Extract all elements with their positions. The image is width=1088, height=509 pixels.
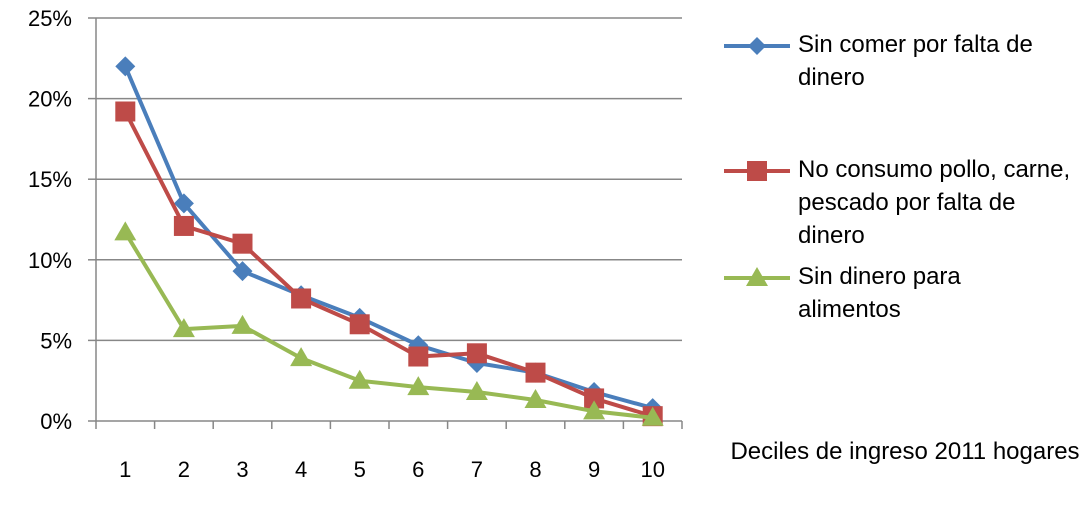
tick-labels: 0% 5% 10% 15% 20% 25% 1 2 3 4 5 6 7 8 9 10 bbox=[28, 6, 665, 482]
data-point bbox=[583, 400, 606, 420]
y-tick-label: 0% bbox=[40, 409, 72, 434]
series-line bbox=[123, 231, 653, 420]
data-point bbox=[349, 314, 370, 335]
legend-label: Sin dinero para alimentos bbox=[798, 263, 961, 323]
y-tick-label: 10% bbox=[28, 248, 72, 273]
data-point bbox=[291, 288, 312, 309]
series-line bbox=[123, 65, 654, 411]
x-tick-label: 7 bbox=[471, 457, 483, 482]
x-tick-label: 1 bbox=[119, 457, 131, 482]
data-point bbox=[408, 346, 429, 367]
data-point bbox=[115, 56, 136, 77]
legend-marker-square-icon bbox=[724, 161, 790, 181]
data-point bbox=[348, 369, 371, 389]
y-tick-label: 15% bbox=[28, 167, 72, 192]
x-tick-label: 2 bbox=[178, 457, 190, 482]
data-point bbox=[524, 389, 547, 409]
data-point bbox=[465, 380, 488, 400]
data-point bbox=[232, 233, 253, 254]
y-tick-label: 5% bbox=[40, 328, 72, 353]
legend-item-2: Sin dinero para alimentos bbox=[720, 260, 1088, 326]
data-point bbox=[172, 318, 195, 338]
line-chart: 0% 5% 10% 15% 20% 25% 1 2 3 4 5 6 7 8 9 10 bbox=[28, 6, 683, 482]
legend-item-1: No consumo pollo, carne, pescado por fal… bbox=[720, 153, 1088, 252]
x-tick-label: 9 bbox=[588, 457, 600, 482]
axes bbox=[88, 17, 683, 429]
series-1 bbox=[115, 101, 663, 427]
data-point bbox=[641, 406, 664, 426]
x-axis-title: Deciles de ingreso 2011 hogares bbox=[730, 438, 1080, 465]
series-2 bbox=[114, 221, 664, 426]
x-tick-label: 6 bbox=[412, 457, 424, 482]
x-tick-label: 8 bbox=[529, 457, 541, 482]
data-point bbox=[466, 343, 487, 364]
data-point bbox=[114, 221, 137, 241]
data-point bbox=[232, 261, 253, 282]
series-lines bbox=[114, 56, 664, 427]
data-point bbox=[584, 388, 605, 409]
legend-label: Sin comer por falta de dinero bbox=[798, 31, 1033, 91]
legend-item-0: Sin comer por falta de dinero bbox=[720, 28, 1088, 94]
data-point bbox=[173, 193, 194, 214]
data-point bbox=[407, 376, 430, 396]
x-tick-label: 10 bbox=[640, 457, 664, 482]
y-tick-label: 20% bbox=[28, 87, 72, 112]
data-point bbox=[115, 101, 136, 122]
x-tick-label: 4 bbox=[295, 457, 307, 482]
legend-marker-diamond-icon bbox=[724, 37, 790, 55]
x-tick-label: 3 bbox=[236, 457, 248, 482]
legend: Sin comer por falta de dinero No consumo… bbox=[720, 28, 1088, 326]
data-point bbox=[290, 347, 313, 367]
data-point bbox=[173, 215, 194, 236]
x-tick-label: 5 bbox=[354, 457, 366, 482]
y-tick-label: 25% bbox=[28, 6, 72, 31]
series-0 bbox=[115, 56, 663, 419]
legend-label: No consumo pollo, carne, pescado por fal… bbox=[798, 156, 1071, 249]
gridlines bbox=[96, 17, 682, 342]
data-point bbox=[231, 314, 254, 334]
series-line bbox=[123, 110, 654, 419]
legend-marker-triangle-icon bbox=[724, 267, 790, 286]
data-point bbox=[525, 362, 546, 383]
